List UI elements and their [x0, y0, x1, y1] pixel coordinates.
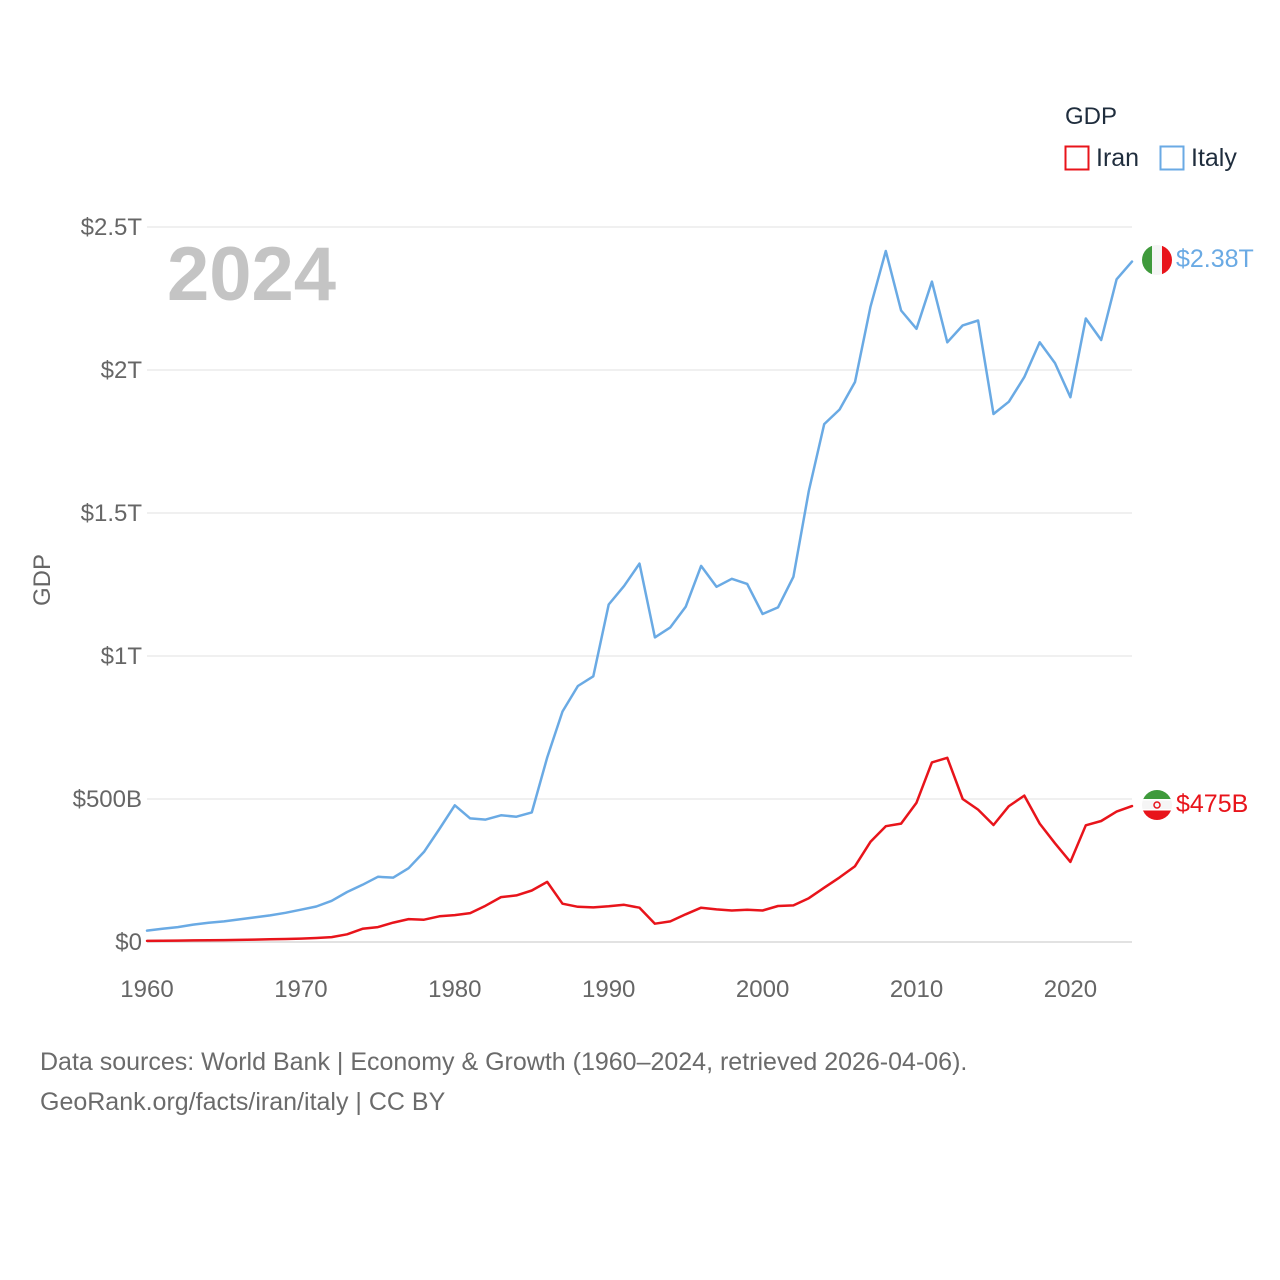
y-axis-ticks: $0 $500B $1T $1.5T $2T $2.5T — [73, 214, 143, 956]
x-tick-label: 1980 — [428, 976, 481, 1003]
gdp-line-chart: $0 $500B $1T $1.5T $2T $2.5T 1960 1970 1980 1990… — [29, 103, 1254, 1003]
iran-flag-icon — [1142, 790, 1172, 820]
legend: GDP Iran Italy — [1064, 103, 1238, 172]
y-tick-label: $1T — [101, 643, 143, 670]
y-tick-label: $1.5T — [81, 500, 143, 527]
legend-item-italy[interactable]: Italy — [1159, 144, 1238, 172]
grid-lines — [147, 226, 1132, 943]
legend-item-iran[interactable]: Iran — [1064, 144, 1140, 172]
data-source-note: Data sources: World Bank | Economy & Gro… — [40, 1042, 967, 1122]
y-tick-label: $500B — [73, 786, 142, 813]
source-line-1: Data sources: World Bank | Economy & Gro… — [40, 1048, 968, 1076]
y-axis-title: GDP — [29, 554, 56, 606]
legend-label-italy: Italy — [1191, 144, 1237, 172]
source-line-2[interactable]: GeoRank.org/facts/iran/italy | CC BY — [40, 1088, 446, 1116]
legend-label-iran: Iran — [1096, 144, 1139, 172]
y-tick-label: $0 — [115, 929, 142, 956]
italy-flag-icon — [1142, 245, 1172, 275]
x-tick-label: 2020 — [1044, 976, 1097, 1003]
series-lines — [145, 249, 1134, 943]
y-tick-label: $2T — [101, 357, 143, 384]
year-label: 2024 — [167, 232, 336, 317]
series-line-italy[interactable] — [145, 249, 1134, 932]
y-tick-label: $2.5T — [81, 214, 143, 241]
x-tick-label: 2000 — [736, 976, 789, 1003]
x-tick-label: 2010 — [890, 976, 943, 1003]
legend-swatch-italy — [1159, 145, 1185, 171]
series-line-iran[interactable] — [145, 756, 1134, 943]
italy-end-value-label: $2.38T — [1176, 245, 1254, 273]
legend-swatch-iran — [1064, 145, 1090, 171]
x-tick-label: 1970 — [274, 976, 327, 1003]
x-axis-ticks: 1960 1970 1980 1990 2000 2010 2020 — [120, 976, 1097, 1003]
legend-title: GDP — [1065, 103, 1117, 130]
x-tick-label: 1990 — [582, 976, 635, 1003]
iran-end-value-label: $475B — [1176, 790, 1248, 818]
x-tick-label: 1960 — [120, 976, 173, 1003]
